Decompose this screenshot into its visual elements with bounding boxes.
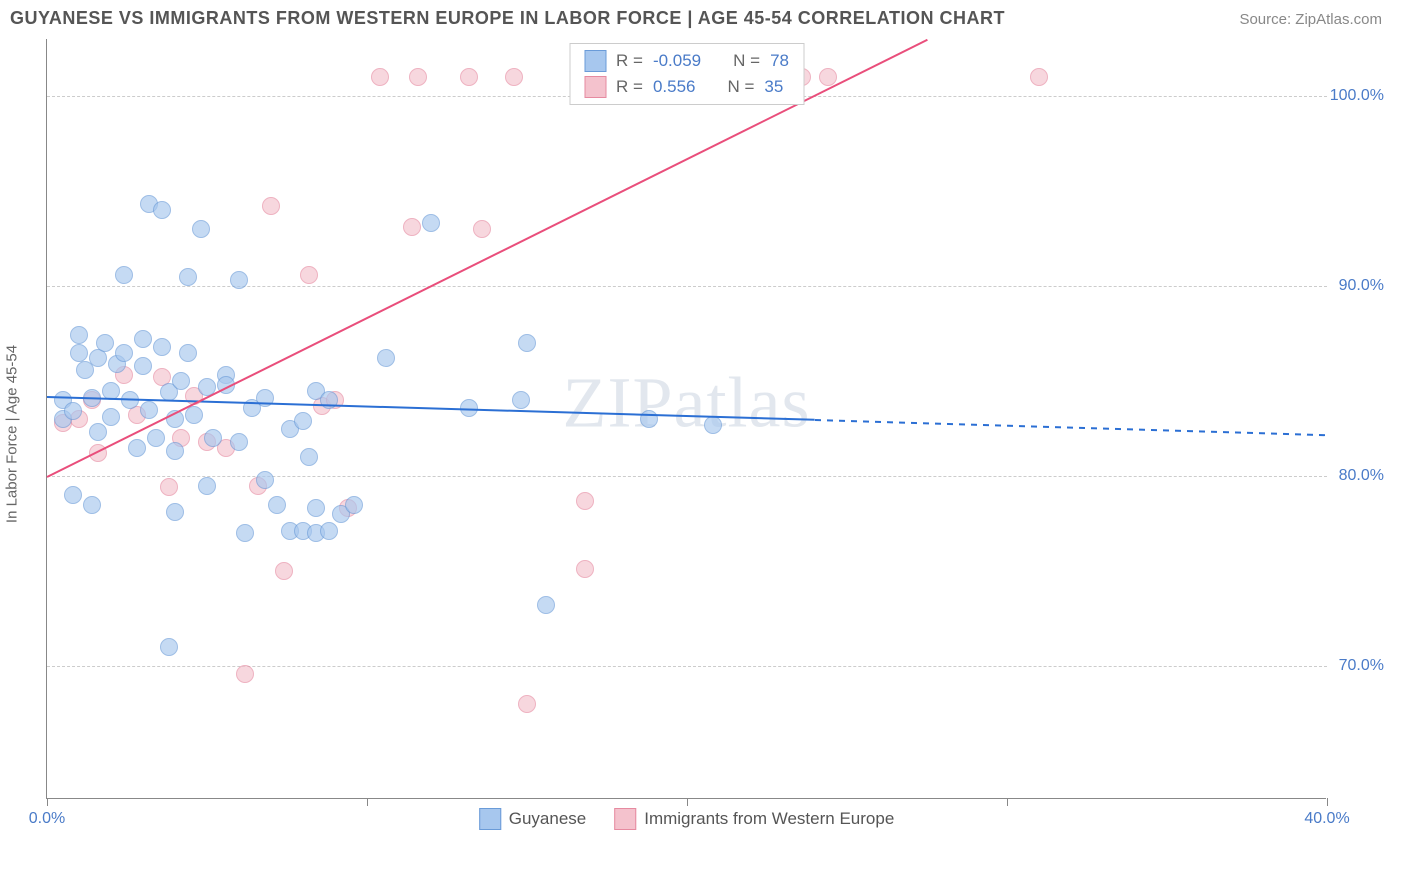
scatter-point-guyanese — [70, 344, 88, 362]
scatter-point-guyanese — [166, 442, 184, 460]
scatter-point-europe — [576, 492, 594, 510]
x-tick — [47, 798, 48, 806]
scatter-point-guyanese — [345, 496, 363, 514]
scatter-point-guyanese — [153, 201, 171, 219]
scatter-point-guyanese — [83, 496, 101, 514]
scatter-point-guyanese — [179, 344, 197, 362]
scatter-point-europe — [300, 266, 318, 284]
scatter-point-europe — [576, 560, 594, 578]
gridline — [47, 476, 1327, 477]
scatter-point-guyanese — [377, 349, 395, 367]
scatter-point-guyanese — [192, 220, 210, 238]
legend-item-europe: Immigrants from Western Europe — [614, 808, 894, 830]
scatter-point-guyanese — [185, 406, 203, 424]
watermark: ZIPatlas — [563, 362, 811, 445]
r-label: R = — [616, 77, 643, 97]
y-axis-title: In Labor Force | Age 45-54 — [4, 345, 21, 523]
legend-correlation: R = -0.059 N = 78 R = 0.556 N = 35 — [569, 43, 804, 105]
scatter-point-guyanese — [70, 326, 88, 344]
scatter-point-europe — [371, 68, 389, 86]
scatter-point-guyanese — [160, 638, 178, 656]
scatter-point-guyanese — [115, 344, 133, 362]
scatter-point-guyanese — [89, 423, 107, 441]
n-label: N = — [733, 51, 760, 71]
scatter-point-guyanese — [179, 268, 197, 286]
n-value-europe: 35 — [764, 77, 783, 97]
scatter-point-guyanese — [115, 266, 133, 284]
scatter-point-guyanese — [96, 334, 114, 352]
scatter-point-guyanese — [422, 214, 440, 232]
x-tick-label: 40.0% — [1304, 810, 1349, 828]
scatter-point-europe — [460, 68, 478, 86]
source-label: Source: ZipAtlas.com — [1239, 11, 1382, 28]
scatter-point-guyanese — [64, 402, 82, 420]
legend-swatch-europe — [584, 76, 606, 98]
scatter-point-europe — [275, 562, 293, 580]
scatter-point-guyanese — [198, 477, 216, 495]
scatter-point-guyanese — [704, 416, 722, 434]
scatter-point-europe — [518, 695, 536, 713]
scatter-point-europe — [473, 220, 491, 238]
legend-swatch-guyanese-2 — [479, 808, 501, 830]
y-tick-label: 80.0% — [1339, 467, 1384, 485]
scatter-point-guyanese — [537, 596, 555, 614]
scatter-point-europe — [403, 218, 421, 236]
n-label: N = — [727, 77, 754, 97]
scatter-point-guyanese — [512, 391, 530, 409]
trendline-guyanese-extrap — [815, 419, 1327, 436]
chart-title: GUYANESE VS IMMIGRANTS FROM WESTERN EURO… — [10, 8, 1005, 29]
scatter-point-guyanese — [230, 433, 248, 451]
x-tick — [687, 798, 688, 806]
scatter-point-guyanese — [134, 330, 152, 348]
scatter-point-guyanese — [204, 429, 222, 447]
legend-label-europe: Immigrants from Western Europe — [644, 809, 894, 829]
legend-swatch-europe-2 — [614, 808, 636, 830]
scatter-point-guyanese — [153, 338, 171, 356]
scatter-point-europe — [819, 68, 837, 86]
scatter-point-europe — [236, 665, 254, 683]
x-tick-label: 0.0% — [29, 810, 65, 828]
r-value-guyanese: -0.059 — [653, 51, 701, 71]
scatter-point-europe — [409, 68, 427, 86]
scatter-point-europe — [1030, 68, 1048, 86]
scatter-point-europe — [505, 68, 523, 86]
scatter-point-guyanese — [172, 372, 190, 390]
x-tick — [367, 798, 368, 806]
scatter-point-guyanese — [128, 439, 146, 457]
scatter-point-guyanese — [134, 357, 152, 375]
r-value-europe: 0.556 — [653, 77, 696, 97]
scatter-point-europe — [160, 478, 178, 496]
scatter-point-guyanese — [268, 496, 286, 514]
legend-row-europe: R = 0.556 N = 35 — [570, 74, 803, 100]
y-tick-label: 70.0% — [1339, 657, 1384, 675]
x-tick — [1007, 798, 1008, 806]
legend-row-guyanese: R = -0.059 N = 78 — [570, 48, 803, 74]
legend-swatch-guyanese — [584, 50, 606, 72]
legend-label-guyanese: Guyanese — [509, 809, 587, 829]
scatter-point-guyanese — [300, 448, 318, 466]
scatter-point-guyanese — [230, 271, 248, 289]
scatter-point-guyanese — [236, 524, 254, 542]
scatter-point-guyanese — [320, 522, 338, 540]
scatter-point-guyanese — [518, 334, 536, 352]
scatter-point-guyanese — [166, 503, 184, 521]
r-label: R = — [616, 51, 643, 71]
scatter-point-guyanese — [102, 408, 120, 426]
scatter-point-guyanese — [294, 412, 312, 430]
plot-container: In Labor Force | Age 45-54 ZIPatlas R = … — [46, 39, 1386, 829]
scatter-point-guyanese — [256, 471, 274, 489]
legend-item-guyanese: Guyanese — [479, 808, 587, 830]
scatter-point-europe — [262, 197, 280, 215]
scatter-point-guyanese — [64, 486, 82, 504]
scatter-point-guyanese — [307, 499, 325, 517]
legend-series: Guyanese Immigrants from Western Europe — [479, 808, 895, 830]
n-value-guyanese: 78 — [770, 51, 789, 71]
scatter-point-guyanese — [140, 401, 158, 419]
scatter-point-guyanese — [147, 429, 165, 447]
y-tick-label: 90.0% — [1339, 277, 1384, 295]
y-tick-label: 100.0% — [1330, 87, 1384, 105]
plot-area: ZIPatlas R = -0.059 N = 78 R = 0.556 N =… — [46, 39, 1326, 799]
x-tick — [1327, 798, 1328, 806]
